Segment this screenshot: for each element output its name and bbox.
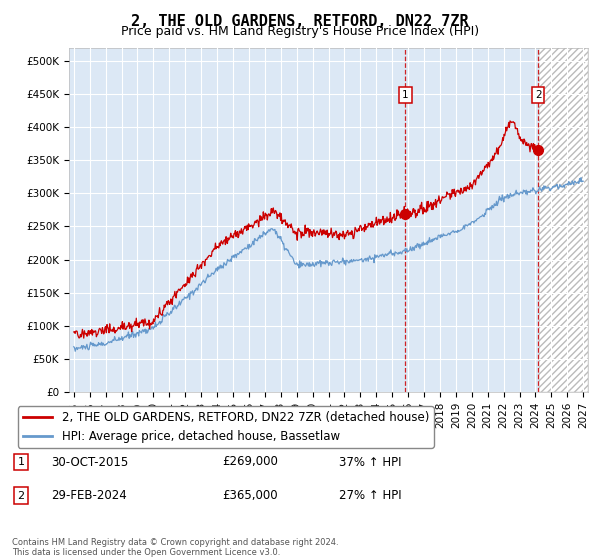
Bar	[539, 48, 588, 392]
Text: 2, THE OLD GARDENS, RETFORD, DN22 7ZR: 2, THE OLD GARDENS, RETFORD, DN22 7ZR	[131, 14, 469, 29]
Text: 29-FEB-2024: 29-FEB-2024	[51, 489, 127, 502]
Text: £269,000: £269,000	[222, 455, 278, 469]
Text: 2: 2	[535, 90, 541, 100]
Text: 37% ↑ HPI: 37% ↑ HPI	[339, 455, 401, 469]
Bar	[539, 48, 588, 392]
Text: Contains HM Land Registry data © Crown copyright and database right 2024.
This d: Contains HM Land Registry data © Crown c…	[12, 538, 338, 557]
Text: Price paid vs. HM Land Registry's House Price Index (HPI): Price paid vs. HM Land Registry's House …	[121, 25, 479, 38]
Text: 2: 2	[17, 491, 25, 501]
Text: 1: 1	[402, 90, 409, 100]
Text: 27% ↑ HPI: 27% ↑ HPI	[339, 489, 401, 502]
Text: 30-OCT-2015: 30-OCT-2015	[51, 455, 128, 469]
Legend: 2, THE OLD GARDENS, RETFORD, DN22 7ZR (detached house), HPI: Average price, deta: 2, THE OLD GARDENS, RETFORD, DN22 7ZR (d…	[18, 407, 434, 447]
Text: £365,000: £365,000	[222, 489, 278, 502]
Text: 1: 1	[17, 457, 25, 467]
